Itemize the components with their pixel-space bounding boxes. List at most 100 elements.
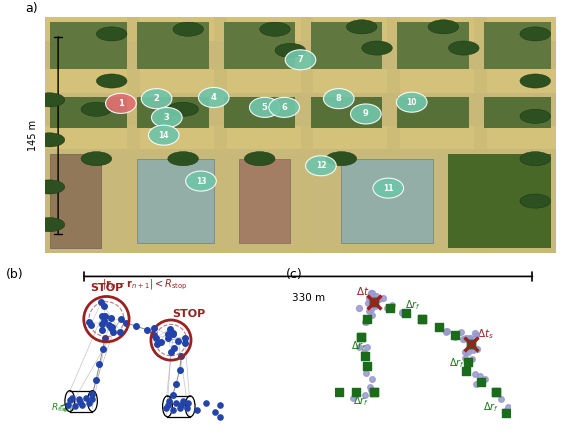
Point (491, 389, 500, 396)
Point (360, 350, 369, 357)
Point (350, 391, 359, 398)
Point (369, 294, 378, 301)
Circle shape (428, 20, 459, 34)
FancyBboxPatch shape (474, 17, 486, 253)
Point (184, 399, 193, 406)
Point (462, 368, 471, 375)
Text: $\Delta r_f$: $\Delta r_f$ (448, 356, 464, 370)
Point (180, 340, 189, 347)
Point (161, 405, 170, 412)
Point (466, 334, 475, 341)
Circle shape (34, 93, 65, 107)
Circle shape (34, 218, 65, 232)
Point (81, 394, 90, 401)
Point (215, 401, 225, 408)
Text: 145 m: 145 m (28, 119, 37, 151)
Circle shape (81, 152, 112, 166)
Ellipse shape (151, 108, 182, 127)
Point (64, 401, 73, 408)
Text: STOP: STOP (90, 283, 123, 293)
Point (362, 343, 371, 350)
Point (365, 384, 374, 391)
Point (180, 334, 189, 341)
FancyBboxPatch shape (224, 98, 295, 128)
Point (357, 333, 366, 340)
Circle shape (520, 74, 551, 88)
Point (100, 318, 109, 325)
Point (450, 334, 459, 341)
Point (361, 392, 370, 399)
Point (98, 326, 107, 333)
Point (460, 348, 469, 355)
Point (108, 324, 117, 331)
Circle shape (520, 194, 551, 208)
Point (371, 292, 380, 299)
FancyBboxPatch shape (50, 98, 127, 128)
Point (179, 398, 188, 405)
Text: a): a) (25, 2, 37, 15)
Circle shape (34, 180, 65, 194)
Point (168, 331, 177, 338)
Point (100, 303, 109, 310)
Circle shape (96, 74, 127, 88)
Point (164, 398, 174, 405)
Point (201, 399, 210, 406)
Point (359, 349, 369, 356)
Circle shape (326, 152, 357, 166)
Text: $\Delta t_s$: $\Delta t_s$ (356, 285, 373, 299)
Point (76, 399, 85, 405)
FancyBboxPatch shape (224, 22, 295, 69)
FancyBboxPatch shape (50, 154, 101, 248)
Circle shape (173, 22, 204, 36)
Point (434, 324, 443, 331)
Circle shape (275, 43, 306, 58)
Point (156, 338, 166, 345)
Point (371, 302, 380, 309)
Point (97, 299, 106, 306)
Text: 6: 6 (281, 103, 287, 112)
Point (95, 361, 104, 368)
Text: 2: 2 (154, 94, 159, 103)
Circle shape (96, 27, 127, 41)
Point (481, 375, 490, 382)
Point (98, 320, 107, 327)
Point (149, 331, 158, 338)
Point (98, 312, 107, 319)
Point (86, 321, 95, 328)
Point (360, 353, 369, 360)
FancyBboxPatch shape (397, 22, 469, 69)
Text: $\Delta r_f$: $\Delta r_f$ (353, 395, 369, 409)
Point (467, 340, 476, 347)
FancyBboxPatch shape (239, 159, 290, 243)
Point (464, 336, 473, 343)
FancyBboxPatch shape (484, 98, 551, 128)
Point (468, 355, 477, 362)
Text: 330 m: 330 m (291, 293, 325, 303)
Text: 10: 10 (407, 98, 417, 107)
Point (84, 318, 94, 325)
Text: $\Delta r_f$: $\Delta r_f$ (351, 339, 367, 353)
Point (398, 310, 407, 317)
Point (166, 348, 175, 355)
Point (100, 313, 109, 320)
Circle shape (346, 20, 377, 34)
Point (334, 389, 343, 396)
Point (354, 344, 363, 351)
Point (366, 306, 375, 313)
Point (369, 298, 378, 305)
Point (132, 323, 141, 330)
Point (357, 333, 366, 340)
Ellipse shape (350, 104, 381, 124)
Point (503, 404, 513, 411)
Point (177, 401, 186, 408)
FancyBboxPatch shape (45, 69, 556, 93)
Point (65, 397, 74, 404)
Point (361, 319, 370, 326)
Text: $|\mathbf{r}_n - \mathbf{r}_{n+1}| < R_{\rm stop}$: $|\mathbf{r}_n - \mathbf{r}_{n+1}| < R_{… (102, 277, 188, 292)
Circle shape (448, 41, 479, 55)
Point (497, 395, 506, 402)
Point (172, 380, 181, 387)
Point (151, 334, 160, 341)
Point (442, 327, 451, 334)
Point (472, 380, 481, 387)
